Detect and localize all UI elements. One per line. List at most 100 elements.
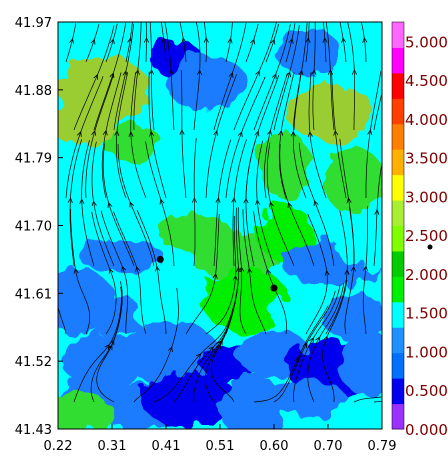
- streamline: [164, 22, 175, 131]
- streamline-arrowhead: [161, 37, 167, 44]
- streamline: [344, 207, 355, 335]
- streamline: [305, 213, 328, 335]
- streamline: [273, 25, 300, 131]
- heat-region: [220, 373, 283, 429]
- streamline-arrowhead: [367, 129, 373, 136]
- streamline-arrowhead: [108, 268, 114, 274]
- colorbar-segment: [392, 276, 404, 303]
- streamline-arrowhead: [167, 346, 173, 353]
- heat-region: [322, 147, 382, 214]
- streamline-arrowhead: [237, 131, 243, 138]
- streamline: [149, 22, 155, 131]
- colorbar-label: 1.500: [405, 305, 448, 323]
- streamline-arrowhead: [288, 37, 294, 44]
- colorbar-dot: [427, 244, 433, 250]
- station-markers: [156, 255, 278, 292]
- streamline-arrowhead: [134, 69, 140, 76]
- streamline-arrowhead: [196, 69, 203, 76]
- streamline: [136, 209, 167, 335]
- heat-region: [189, 232, 280, 279]
- streamline-arrowhead: [227, 37, 233, 44]
- heat-region: [258, 132, 313, 199]
- streamline-arrowhead: [93, 73, 99, 80]
- streamline: [205, 215, 237, 335]
- streamline-arrowhead: [311, 69, 317, 75]
- x-tick-label: 0.51: [206, 439, 235, 454]
- streamline-arrowhead: [239, 266, 245, 272]
- streamline: [322, 280, 348, 403]
- streamline: [96, 286, 123, 403]
- streamline-arrowhead: [143, 37, 149, 43]
- streamline-arrowhead: [114, 130, 120, 137]
- streamline-arrowhead: [254, 130, 260, 137]
- streamline: [242, 209, 267, 335]
- x-tick-label: 0.79: [368, 439, 397, 454]
- streamline: [225, 22, 233, 63]
- streamline-arrowhead: [298, 69, 304, 76]
- streamline: [58, 307, 67, 335]
- heat-region: [124, 320, 219, 387]
- streamline: [298, 143, 335, 267]
- y-axis: 41.43 41.52 41.61 41.70 41.79 41.88 41.97: [15, 16, 63, 438]
- colorbar-segment: [392, 98, 404, 125]
- streamline-arrowhead: [128, 131, 134, 137]
- streamline-arrowhead: [159, 198, 165, 205]
- colorbar-label: 4.500: [405, 72, 448, 90]
- streamline-arrowhead: [79, 198, 85, 205]
- streamline-arrowhead: [250, 38, 255, 45]
- streamline-arrowhead: [322, 37, 328, 43]
- colorbar-segment: [392, 174, 404, 201]
- x-tick-label: 0.22: [44, 439, 73, 454]
- streamline: [70, 209, 91, 335]
- colorbar-segment: [392, 301, 404, 328]
- heat-region: [320, 292, 382, 339]
- streamline: [85, 24, 100, 63]
- streamline: [193, 22, 201, 131]
- streamline: [339, 22, 347, 63]
- streamline: [85, 73, 115, 199]
- streamline: [353, 396, 382, 403]
- streamline-arrowhead: [362, 37, 368, 43]
- streamline: [245, 139, 257, 267]
- heat-region: [165, 54, 246, 111]
- streamline-arrowhead: [271, 73, 277, 80]
- heat-region: [58, 390, 115, 429]
- streamline: [145, 22, 147, 63]
- streamline: [362, 206, 368, 335]
- streamline-arrowhead: [69, 37, 74, 44]
- colorbar: 0.000 0.500 1.000 1.500 2.000 2.500 3.000 3.500…: [391, 21, 448, 439]
- streamline-arrowhead: [73, 268, 79, 274]
- y-tick-label: 41.52: [15, 355, 52, 370]
- colorbar-label: 2.000: [405, 266, 448, 284]
- streamline: [65, 23, 77, 63]
- streamline: [373, 400, 382, 403]
- streamline-arrowhead: [232, 275, 238, 281]
- y-tick-label: 41.88: [15, 84, 52, 99]
- streamline-arrowhead: [323, 335, 328, 342]
- streamline-arrowhead: [302, 342, 308, 349]
- streamline-arrowhead: [127, 37, 133, 44]
- colorbar-label: 3.500: [405, 150, 448, 168]
- streamline-arrowhead: [315, 336, 321, 343]
- streamline: [266, 142, 295, 267]
- streamline-arrowhead: [333, 129, 339, 136]
- streamline-arrowhead: [109, 38, 115, 45]
- streamline: [93, 22, 127, 131]
- streamline-arrowhead: [91, 200, 97, 207]
- streamline: [325, 22, 335, 131]
- streamline-arrowhead: [168, 69, 174, 75]
- heat-region: [78, 237, 163, 274]
- streamline-arrowhead: [374, 209, 380, 215]
- streamline-arrowhead: [91, 130, 97, 136]
- streamline-arrowhead: [107, 202, 113, 208]
- streamline-arrowhead: [155, 265, 161, 272]
- streamline: [233, 22, 277, 131]
- streamline: [308, 72, 327, 199]
- streamline: [292, 72, 307, 199]
- streamline: [91, 141, 115, 267]
- colorbar-segment: [392, 149, 404, 176]
- streamline: [148, 71, 167, 199]
- colorbar-segment: [392, 250, 404, 277]
- streamline-arrowhead: [266, 129, 272, 136]
- streamline: [253, 24, 291, 131]
